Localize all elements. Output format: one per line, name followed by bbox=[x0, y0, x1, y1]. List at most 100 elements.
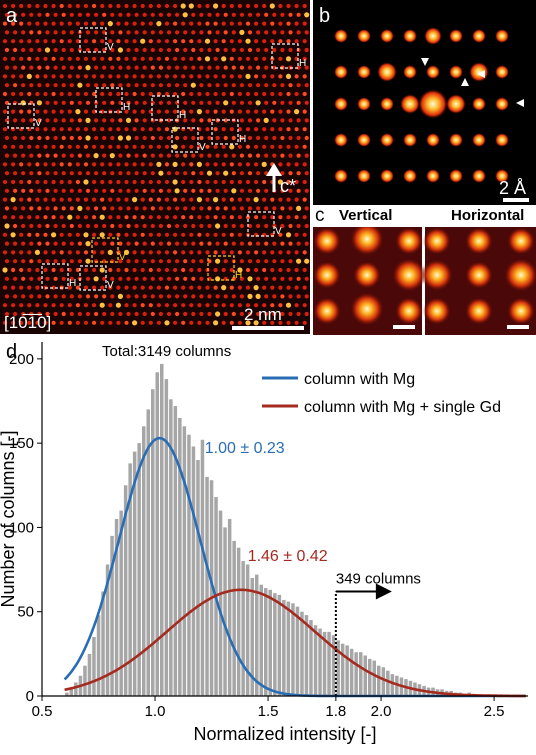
panel-b-label: b bbox=[319, 5, 330, 27]
atom-column-dot bbox=[237, 21, 242, 26]
atom-column-dot bbox=[205, 320, 210, 325]
atom-column-dot bbox=[180, 3, 186, 9]
atom-column-dot bbox=[27, 56, 32, 61]
atom-column-dot bbox=[140, 56, 145, 61]
atom-column-dot bbox=[288, 83, 293, 88]
atom-column-dot bbox=[166, 311, 172, 317]
atom-column-dot bbox=[124, 144, 129, 149]
atom-column-dot bbox=[51, 21, 56, 26]
atom-column-dot bbox=[181, 232, 186, 237]
atom-column-dot bbox=[197, 74, 202, 79]
atom-column-dot bbox=[116, 3, 121, 9]
atom-column-dot bbox=[51, 162, 56, 167]
atom-column-dot bbox=[288, 47, 293, 53]
defect-box-tag: V bbox=[107, 280, 114, 291]
atom-column-dot bbox=[294, 3, 299, 9]
atom-column-dot bbox=[116, 197, 121, 202]
atom-column-dot bbox=[304, 83, 309, 88]
atom-column-dot bbox=[142, 135, 147, 141]
defect-box-tag: V bbox=[199, 142, 206, 153]
atom-column-dot bbox=[166, 47, 172, 53]
atom-column-dot bbox=[264, 47, 269, 53]
atom-column-dot bbox=[19, 144, 24, 149]
atom-column-dot bbox=[288, 30, 293, 35]
atom-column-dot bbox=[140, 74, 145, 79]
atom-column-dot bbox=[53, 100, 58, 105]
atom-column-dot bbox=[142, 188, 147, 193]
atom-column-dot bbox=[239, 153, 244, 158]
atom-column-dot bbox=[148, 56, 153, 61]
atom-column-dot bbox=[223, 294, 228, 299]
atom-column-dot bbox=[166, 30, 172, 35]
atom-column-dot bbox=[126, 294, 131, 299]
histogram-bar bbox=[114, 519, 119, 696]
atom-column-dot bbox=[37, 47, 42, 53]
atom-column-dot bbox=[181, 320, 186, 325]
atom-column-dot bbox=[245, 91, 251, 97]
atom-column-dot bbox=[75, 320, 80, 325]
atom-column-dot bbox=[247, 241, 253, 246]
atom-column-dot bbox=[85, 188, 91, 193]
atom-column-dot bbox=[223, 259, 228, 264]
atom-column-dot bbox=[175, 135, 180, 141]
atom-column-dot bbox=[102, 259, 107, 264]
atom-column-dot bbox=[270, 197, 275, 202]
scalebar-a bbox=[232, 326, 304, 330]
atom-column-dot bbox=[264, 294, 269, 299]
atom-column-dot bbox=[156, 109, 161, 114]
atom-column-dot bbox=[35, 215, 40, 220]
atom-column-dot bbox=[4, 311, 10, 317]
panel-d-histogram: d 0.5 1.0 1.5 1.8 2.0 2.5 0 50 100 150 200 Normaliz… bbox=[0, 336, 536, 750]
atom-column-dot bbox=[296, 65, 301, 70]
atom-column-dot bbox=[256, 153, 261, 158]
atom-column-dot bbox=[286, 127, 291, 132]
atom-column-dot bbox=[4, 241, 10, 246]
atom-column-dot bbox=[11, 39, 16, 44]
atom-column-dot bbox=[426, 169, 440, 183]
atom-column-dot bbox=[197, 232, 202, 237]
atom-column-dot bbox=[134, 118, 139, 123]
atom-column-dot bbox=[43, 162, 48, 167]
atom-column-dot bbox=[294, 232, 299, 237]
atom-column-dot bbox=[51, 320, 56, 325]
x-tick-label: 1.0 bbox=[145, 703, 166, 720]
atom-column-dot bbox=[100, 144, 105, 149]
histogram-bar bbox=[255, 574, 259, 696]
atom-column-dot bbox=[2, 232, 8, 237]
atom-column-dot bbox=[173, 197, 178, 202]
histogram-bar bbox=[182, 426, 187, 696]
atom-column-dot bbox=[449, 133, 463, 147]
atom-column-dot bbox=[254, 39, 259, 44]
atom-column-dot bbox=[69, 188, 74, 193]
atom-column-dot bbox=[19, 56, 24, 61]
scalebar-c-right bbox=[507, 325, 529, 329]
atom-column-dot bbox=[51, 250, 56, 255]
atom-column-dot bbox=[183, 276, 188, 281]
atom-column-dot bbox=[280, 276, 285, 281]
atom-column-dot bbox=[256, 47, 261, 53]
atom-column-dot bbox=[21, 294, 26, 299]
atom-column-dot bbox=[100, 162, 105, 167]
atom-column-dot bbox=[85, 65, 91, 71]
atom-column-dot bbox=[280, 83, 285, 88]
atom-column-dot bbox=[164, 3, 170, 9]
atom-column-dot bbox=[183, 241, 188, 246]
atom-column-dot bbox=[75, 21, 80, 26]
atom-column-dot bbox=[357, 169, 371, 183]
atom-column-dot bbox=[302, 285, 307, 290]
atom-column-dot bbox=[27, 162, 32, 167]
atom-column-dot bbox=[29, 223, 34, 229]
atom-column-dot bbox=[313, 227, 341, 255]
atom-column-dot bbox=[134, 65, 139, 70]
atom-column-dot bbox=[262, 127, 267, 132]
atom-column-dot bbox=[94, 47, 99, 53]
atom-column-dot bbox=[124, 109, 129, 114]
atom-column-dot bbox=[181, 303, 186, 308]
atom-column-dot bbox=[296, 118, 301, 123]
atom-column-dot bbox=[166, 135, 172, 141]
atom-column-dot bbox=[85, 83, 91, 88]
atom-column-dot bbox=[100, 74, 105, 79]
atom-column-dot bbox=[191, 259, 196, 264]
atom-column-dot bbox=[37, 153, 42, 158]
